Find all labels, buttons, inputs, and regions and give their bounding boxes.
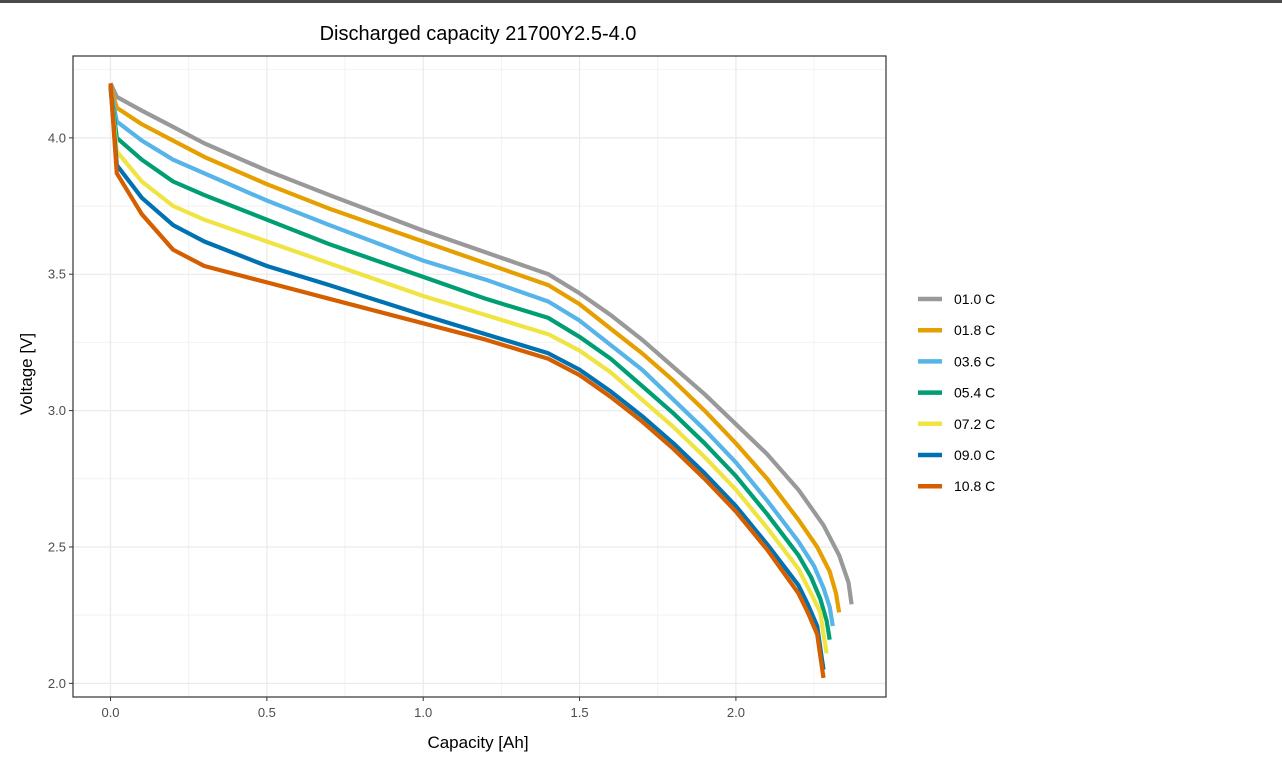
x-tick-label: 1.0	[414, 705, 432, 720]
legend-label: 09.0 C	[954, 447, 995, 463]
legend-label: 07.2 C	[954, 416, 995, 432]
x-tick-label: 0.5	[258, 705, 276, 720]
series-line	[108, 88, 832, 641]
legend: 01.0 C 01.8 C 03.6 C 05.4 C 07.2 C 09.0 C 10.8…	[918, 291, 995, 494]
x-tick-label: 2.0	[727, 705, 745, 720]
legend-label: 01.8 C	[954, 322, 995, 338]
plot-panel-border	[72, 55, 887, 698]
chart-title: Discharged capacity 21700Y2.5-4.0	[320, 23, 637, 45]
x-axis-title: Capacity [Ah]	[427, 733, 528, 752]
y-tick-label: 3.0	[48, 403, 66, 418]
x-tick-label: 0.0	[101, 705, 119, 720]
series-line	[108, 88, 835, 627]
series-line	[108, 82, 854, 605]
legend-label: 10.8 C	[954, 478, 995, 494]
legend-label: 03.6 C	[954, 353, 995, 369]
legend-label: 01.0 C	[954, 291, 995, 307]
legend-label: 05.4 C	[954, 385, 995, 401]
x-tick-label: 1.5	[571, 705, 589, 720]
series-lines	[108, 82, 854, 679]
series-line	[108, 88, 829, 654]
series-line	[108, 83, 826, 679]
y-tick-label: 3.5	[48, 267, 66, 282]
y-axis-title: Voltage [V]	[17, 333, 36, 415]
series-line	[108, 85, 842, 613]
axis-ticks: 0.0 0.5 1.0 1.5 2.0 2.0 2.5 3.0 3.5 4.0	[48, 130, 745, 720]
y-tick-label: 2.5	[48, 539, 66, 554]
series-line	[108, 85, 826, 671]
y-tick-label: 2.0	[48, 676, 66, 691]
y-tick-label: 4.0	[48, 130, 66, 145]
top-rule	[0, 0, 1282, 3]
